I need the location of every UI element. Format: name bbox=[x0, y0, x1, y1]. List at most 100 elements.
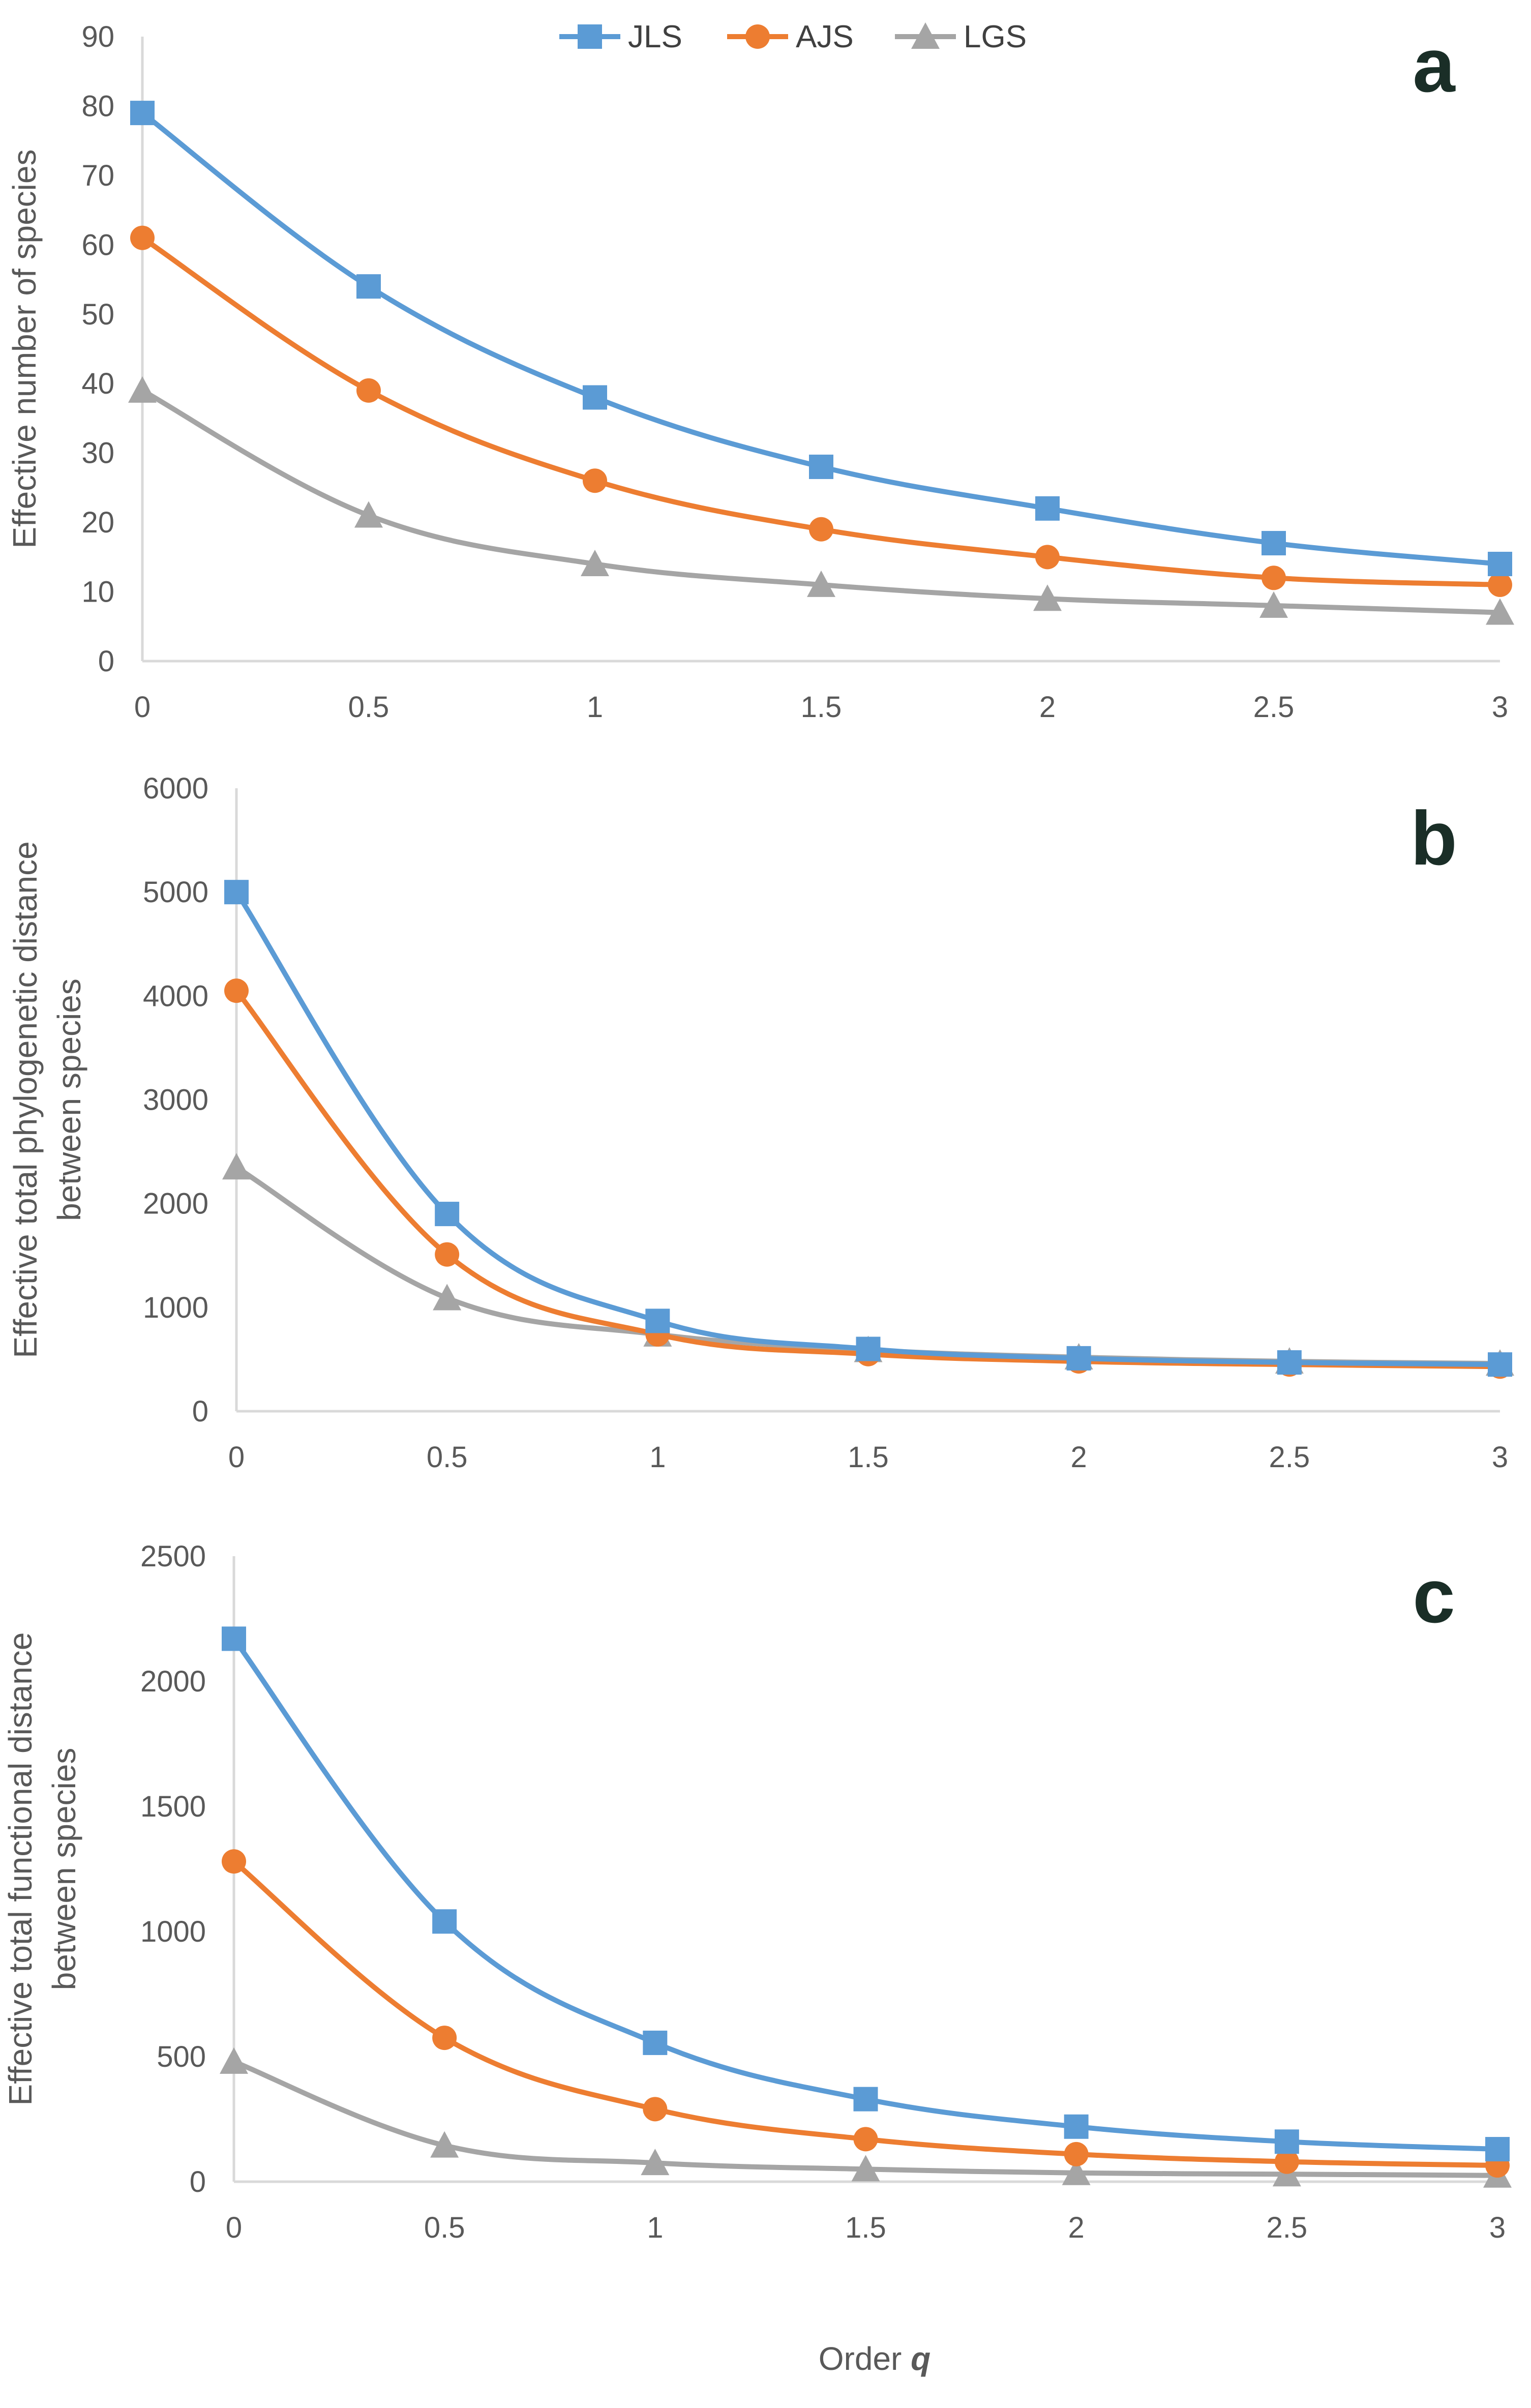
legend-label-ajs: AJS bbox=[796, 19, 854, 54]
data-point-lgs bbox=[1486, 598, 1514, 625]
y-tick-label: 70 bbox=[81, 159, 114, 192]
data-point-lgs bbox=[128, 376, 157, 403]
data-point-lgs bbox=[1033, 584, 1062, 611]
data-point-jls bbox=[1488, 551, 1512, 576]
data-point-jls bbox=[1064, 2114, 1089, 2139]
y-tick-label: 0 bbox=[190, 2165, 206, 2198]
legend-label-jls: JLS bbox=[628, 19, 682, 54]
data-point-ajs bbox=[130, 225, 155, 250]
data-point-jls bbox=[1035, 496, 1060, 521]
y-tick-label: 50 bbox=[81, 298, 114, 331]
y-tick-label: 1000 bbox=[143, 1291, 208, 1324]
data-point-lgs bbox=[641, 2149, 670, 2176]
panel-letter: a bbox=[1413, 22, 1456, 108]
y-tick-label: 1500 bbox=[140, 1790, 206, 1823]
x-tick-label: 1 bbox=[649, 1441, 666, 1474]
y-tick-label: 6000 bbox=[143, 772, 208, 805]
data-point-lgs bbox=[1062, 2158, 1091, 2185]
data-point-ajs bbox=[583, 468, 607, 493]
y-tick-label: 80 bbox=[81, 90, 114, 123]
x-tick-label: 0.5 bbox=[348, 691, 389, 724]
x-tick-label: 2.5 bbox=[1267, 2211, 1308, 2244]
y-tick-label: 5000 bbox=[143, 876, 208, 909]
series-line-jls bbox=[231, 1637, 1498, 2152]
x-tick-label: 3 bbox=[1489, 2211, 1506, 2244]
data-point-lgs bbox=[430, 2131, 459, 2158]
legend-marker-ajs bbox=[745, 24, 770, 49]
data-point-ajs bbox=[853, 2127, 878, 2152]
y-tick-label: 0 bbox=[192, 1395, 208, 1428]
x-tick-label: 2.5 bbox=[1253, 691, 1295, 724]
data-point-ajs bbox=[224, 978, 249, 1003]
legend-label-lgs: LGS bbox=[964, 19, 1027, 54]
x-tick-label: 0.5 bbox=[424, 2211, 465, 2244]
data-point-ajs bbox=[1262, 566, 1286, 590]
data-point-ajs bbox=[809, 517, 833, 542]
x-tick-label: 3 bbox=[1492, 1441, 1508, 1474]
y-tick-label: 3000 bbox=[143, 1084, 208, 1117]
x-axis-title: Order q bbox=[819, 2340, 930, 2377]
data-point-jls bbox=[645, 1309, 670, 1333]
series-jls bbox=[224, 880, 1512, 1377]
data-point-ajs bbox=[1274, 2149, 1299, 2174]
y-tick-label: 40 bbox=[81, 367, 114, 400]
x-tick-label: 2 bbox=[1068, 2211, 1085, 2244]
data-point-lgs bbox=[354, 501, 383, 528]
data-point-lgs bbox=[851, 2155, 880, 2182]
data-point-lgs bbox=[222, 1153, 251, 1180]
y-tick-label: 1000 bbox=[140, 1915, 206, 1948]
x-tick-label: 2 bbox=[1071, 1441, 1087, 1474]
legend-item-ajs: AJS bbox=[727, 19, 854, 54]
x-tick-label: 3 bbox=[1492, 691, 1508, 724]
y-tick-label: 90 bbox=[81, 20, 114, 53]
series-lgs bbox=[128, 376, 1514, 625]
data-point-jls bbox=[1262, 531, 1286, 556]
series-lgs bbox=[220, 2047, 1512, 2188]
data-point-jls bbox=[1066, 1346, 1091, 1371]
y-tick-label: 2000 bbox=[140, 1665, 206, 1698]
data-point-jls bbox=[1274, 2129, 1299, 2154]
data-point-jls bbox=[1277, 1350, 1302, 1375]
x-tick-label: 1.5 bbox=[845, 2211, 886, 2244]
data-point-ajs bbox=[356, 378, 381, 403]
series-line-jls bbox=[234, 890, 1500, 1367]
legend-item-jls: JLS bbox=[559, 19, 682, 54]
legend-item-lgs: LGS bbox=[895, 19, 1027, 54]
y-axis-title: Effective total phylogenetic distance bet… bbox=[7, 841, 87, 1358]
series-line-jls bbox=[140, 111, 1500, 567]
y-tick-label: 30 bbox=[81, 437, 114, 470]
data-point-jls bbox=[224, 880, 249, 905]
data-point-ajs bbox=[435, 1242, 460, 1267]
data-point-ajs bbox=[432, 2026, 457, 2050]
data-point-jls bbox=[853, 2087, 878, 2112]
series-line-ajs bbox=[232, 1859, 1498, 2168]
data-point-lgs bbox=[220, 2047, 248, 2074]
series-ajs bbox=[222, 1849, 1510, 2178]
y-tick-label: 20 bbox=[81, 506, 114, 539]
y-tick-label: 2000 bbox=[143, 1187, 208, 1221]
data-point-jls bbox=[809, 454, 833, 479]
data-point-ajs bbox=[1035, 545, 1060, 570]
data-point-jls bbox=[856, 1336, 881, 1361]
data-point-jls bbox=[356, 274, 381, 299]
data-point-ajs bbox=[222, 1849, 246, 1874]
x-tick-label: 1.5 bbox=[801, 691, 842, 724]
x-tick-label: 2 bbox=[1039, 691, 1056, 724]
y-axis-title: Effective total functional distance betwe… bbox=[2, 1632, 82, 2106]
data-point-jls bbox=[583, 385, 607, 410]
legend-marker-jls bbox=[578, 24, 602, 49]
legend-marker-lgs bbox=[911, 22, 940, 49]
data-point-jls bbox=[130, 101, 155, 126]
x-tick-label: 1 bbox=[647, 2211, 663, 2244]
y-tick-label: 10 bbox=[81, 576, 114, 609]
y-tick-label: 500 bbox=[157, 2040, 206, 2073]
series-jls bbox=[222, 1626, 1510, 2162]
data-point-ajs bbox=[643, 2097, 668, 2122]
data-point-jls bbox=[222, 1626, 246, 1651]
data-point-ajs bbox=[1064, 2142, 1089, 2166]
data-point-lgs bbox=[807, 570, 835, 597]
series-ajs bbox=[130, 225, 1512, 597]
